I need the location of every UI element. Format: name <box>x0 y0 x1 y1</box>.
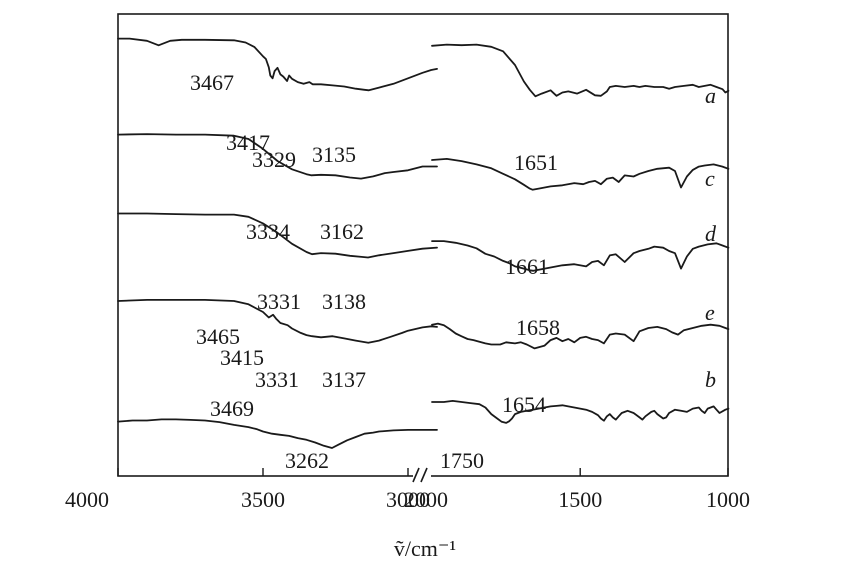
spectrum-a-left <box>117 37 438 92</box>
peak-label: 3334 <box>246 219 290 244</box>
axis-break-slash <box>420 467 428 483</box>
x-tick-label: 3500 <box>241 487 285 512</box>
series-label-b: b <box>705 367 716 392</box>
peak-label: 3465 <box>196 324 240 349</box>
series-label-e: e <box>705 300 715 325</box>
peak-label: 3329 <box>252 147 296 172</box>
x-tick-label: 3000 <box>386 487 430 512</box>
peak-label: 3415 <box>220 345 264 370</box>
series-labels: a c d e b <box>705 83 717 392</box>
axis-break-mark <box>412 466 431 484</box>
axis-break-slash <box>412 467 420 483</box>
x-tick-label: 2000 <box>404 487 448 512</box>
spectrum-e-left <box>117 298 438 344</box>
peak-label: 3162 <box>320 219 364 244</box>
peak-label: 1654 <box>502 392 546 417</box>
spectrum-d-right <box>431 240 730 272</box>
peak-label: 1661 <box>505 254 549 279</box>
peak-label: 3417 <box>226 130 270 155</box>
peak-label: 3138 <box>322 289 366 314</box>
peak-label: 1651 <box>514 150 558 175</box>
spectrum-c-left <box>117 133 438 180</box>
peak-label: 3137 <box>322 367 366 392</box>
peak-label: 3331 <box>255 367 299 392</box>
peak-label: 3467 <box>190 70 234 95</box>
peak-label: 3135 <box>312 142 356 167</box>
x-tick-label: 4000 <box>65 487 109 512</box>
peak-label: 1750 <box>440 448 484 473</box>
x-tick-label: 1000 <box>706 487 750 512</box>
series-label-a: a <box>705 83 716 108</box>
spectrum-c-right <box>431 157 730 191</box>
spectrum-e-right <box>431 322 730 350</box>
x-tick-label: 1500 <box>558 487 602 512</box>
peak-label: 1658 <box>516 315 560 340</box>
series-label-c: c <box>705 166 715 191</box>
spectra-curves <box>117 37 730 449</box>
peak-label: 3331 <box>257 289 301 314</box>
spectrum-a-right <box>431 43 730 98</box>
peak-label: 3469 <box>210 396 254 421</box>
spectrum-b-right <box>431 399 730 424</box>
series-label-d: d <box>705 221 717 246</box>
x-axis-label: ṽ/cm⁻¹ <box>394 536 456 561</box>
peak-label: 3262 <box>285 448 329 473</box>
spectrum-d-left <box>117 212 438 259</box>
spectrum-b-left <box>117 418 438 449</box>
